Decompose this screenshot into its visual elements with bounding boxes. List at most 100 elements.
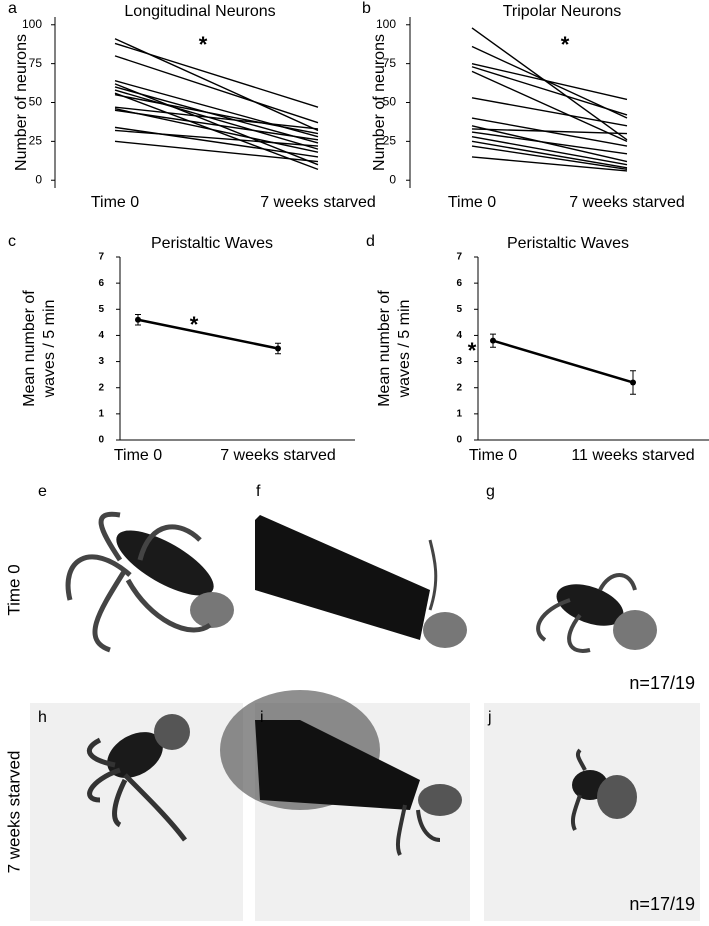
series-line <box>114 94 319 135</box>
series-line <box>471 66 628 116</box>
series-line <box>471 145 628 171</box>
mean-point <box>630 379 636 386</box>
y-tick-label: 1 <box>456 408 462 419</box>
series-line <box>114 89 319 150</box>
series-line <box>471 131 628 155</box>
series-line <box>114 42 319 108</box>
x-tick-label: 11 weeks starved <box>571 447 694 464</box>
y-tick-label: 0 <box>98 435 104 446</box>
y-tick-label: 2 <box>98 382 104 393</box>
series-line <box>114 55 319 124</box>
series-line <box>471 117 628 147</box>
y-tick-label: 4 <box>456 330 462 341</box>
panel-label: b <box>362 0 371 17</box>
panel-label: g <box>486 483 495 500</box>
series-line <box>114 106 319 130</box>
x-tick-label: 7 weeks starved <box>220 447 336 464</box>
y-tick-label: 2 <box>456 382 462 393</box>
panel-label: a <box>8 0 17 17</box>
chart-title: Tripolar Neurons <box>503 3 622 20</box>
series-line <box>471 140 628 169</box>
series-line <box>471 70 628 143</box>
series-line <box>114 83 319 166</box>
series-line <box>471 136 628 166</box>
y-tick-label: 0 <box>456 435 462 446</box>
x-tick-label: 7 weeks starved <box>569 194 685 211</box>
photo-i <box>220 690 470 921</box>
series-line <box>114 92 319 171</box>
y-tick-label: 5 <box>98 304 104 315</box>
mean-point <box>490 337 496 344</box>
sample-count: n=17/19 <box>629 673 695 693</box>
y-tick-label: 25 <box>29 134 43 148</box>
panel-label: d <box>366 233 375 250</box>
y-tick-label: 0 <box>389 172 396 186</box>
panel-label: f <box>256 483 261 500</box>
y-tick-label: 50 <box>383 95 397 109</box>
chart-title: Longitudinal Neurons <box>124 3 275 20</box>
x-tick-label: Time 0 <box>469 447 517 464</box>
panel-label: e <box>38 483 47 500</box>
panel-label: j <box>487 709 492 726</box>
y-tick-label: 1 <box>98 408 104 419</box>
series-line <box>114 108 319 153</box>
photo-f <box>250 480 475 690</box>
y-tick-label: 3 <box>98 356 104 367</box>
series-line <box>471 45 628 119</box>
photo-e <box>30 480 240 690</box>
panel-label: h <box>38 709 47 726</box>
mean-point <box>275 345 281 352</box>
annotation: * <box>190 312 199 337</box>
x-tick-label: Time 0 <box>448 194 496 211</box>
x-tick-label: Time 0 <box>91 194 139 211</box>
series-line <box>471 97 628 127</box>
chart-title: Peristaltic Waves <box>151 235 273 252</box>
y-tick-label: 7 <box>98 252 104 263</box>
sample-count: n=17/19 <box>629 894 695 914</box>
panel-label: c <box>8 233 16 250</box>
panel-label: i <box>260 709 264 726</box>
row-label: Time 0 <box>4 564 23 615</box>
y-tick-label: 25 <box>383 134 397 148</box>
photo-j <box>484 703 700 921</box>
series-line <box>114 140 319 163</box>
mean-line <box>492 339 634 384</box>
y-tick-label: 75 <box>29 56 43 70</box>
y-tick-label: 5 <box>456 304 462 315</box>
series-line <box>471 128 628 135</box>
y-axis-label: Mean number of <box>376 290 393 407</box>
annotation: * <box>561 32 570 57</box>
series-line <box>471 156 628 172</box>
photo-g <box>480 480 705 690</box>
annotation: * <box>468 338 477 363</box>
row-label: 7 weeks starved <box>4 751 23 874</box>
y-tick-label: 100 <box>22 17 42 31</box>
y-tick-label: 3 <box>456 356 462 367</box>
y-axis-label: waves / 5 min <box>396 300 413 399</box>
y-axis-label: Mean number of <box>21 290 38 407</box>
x-tick-label: 7 weeks starved <box>260 194 376 211</box>
series-line <box>471 125 628 163</box>
y-tick-label: 4 <box>98 330 104 341</box>
y-tick-label: 6 <box>456 278 462 289</box>
y-tick-label: 100 <box>376 17 396 31</box>
y-axis-label: Number of neurons <box>371 34 388 171</box>
photo-h <box>30 703 243 921</box>
chart-title: Peristaltic Waves <box>507 235 629 252</box>
series-line <box>114 86 319 144</box>
y-tick-label: 7 <box>456 252 462 263</box>
series-line <box>471 27 628 141</box>
y-axis-label: waves / 5 min <box>41 300 58 399</box>
series-line <box>471 62 628 101</box>
y-tick-label: 50 <box>29 95 43 109</box>
mean-line <box>137 318 279 350</box>
series-line <box>114 126 319 158</box>
y-axis-label: Number of neurons <box>13 34 30 171</box>
y-tick-label: 0 <box>35 172 42 186</box>
series-line <box>114 129 319 147</box>
mean-point <box>135 316 141 323</box>
x-tick-label: Time 0 <box>114 447 162 464</box>
annotation: * <box>199 32 208 57</box>
series-line <box>114 109 319 141</box>
